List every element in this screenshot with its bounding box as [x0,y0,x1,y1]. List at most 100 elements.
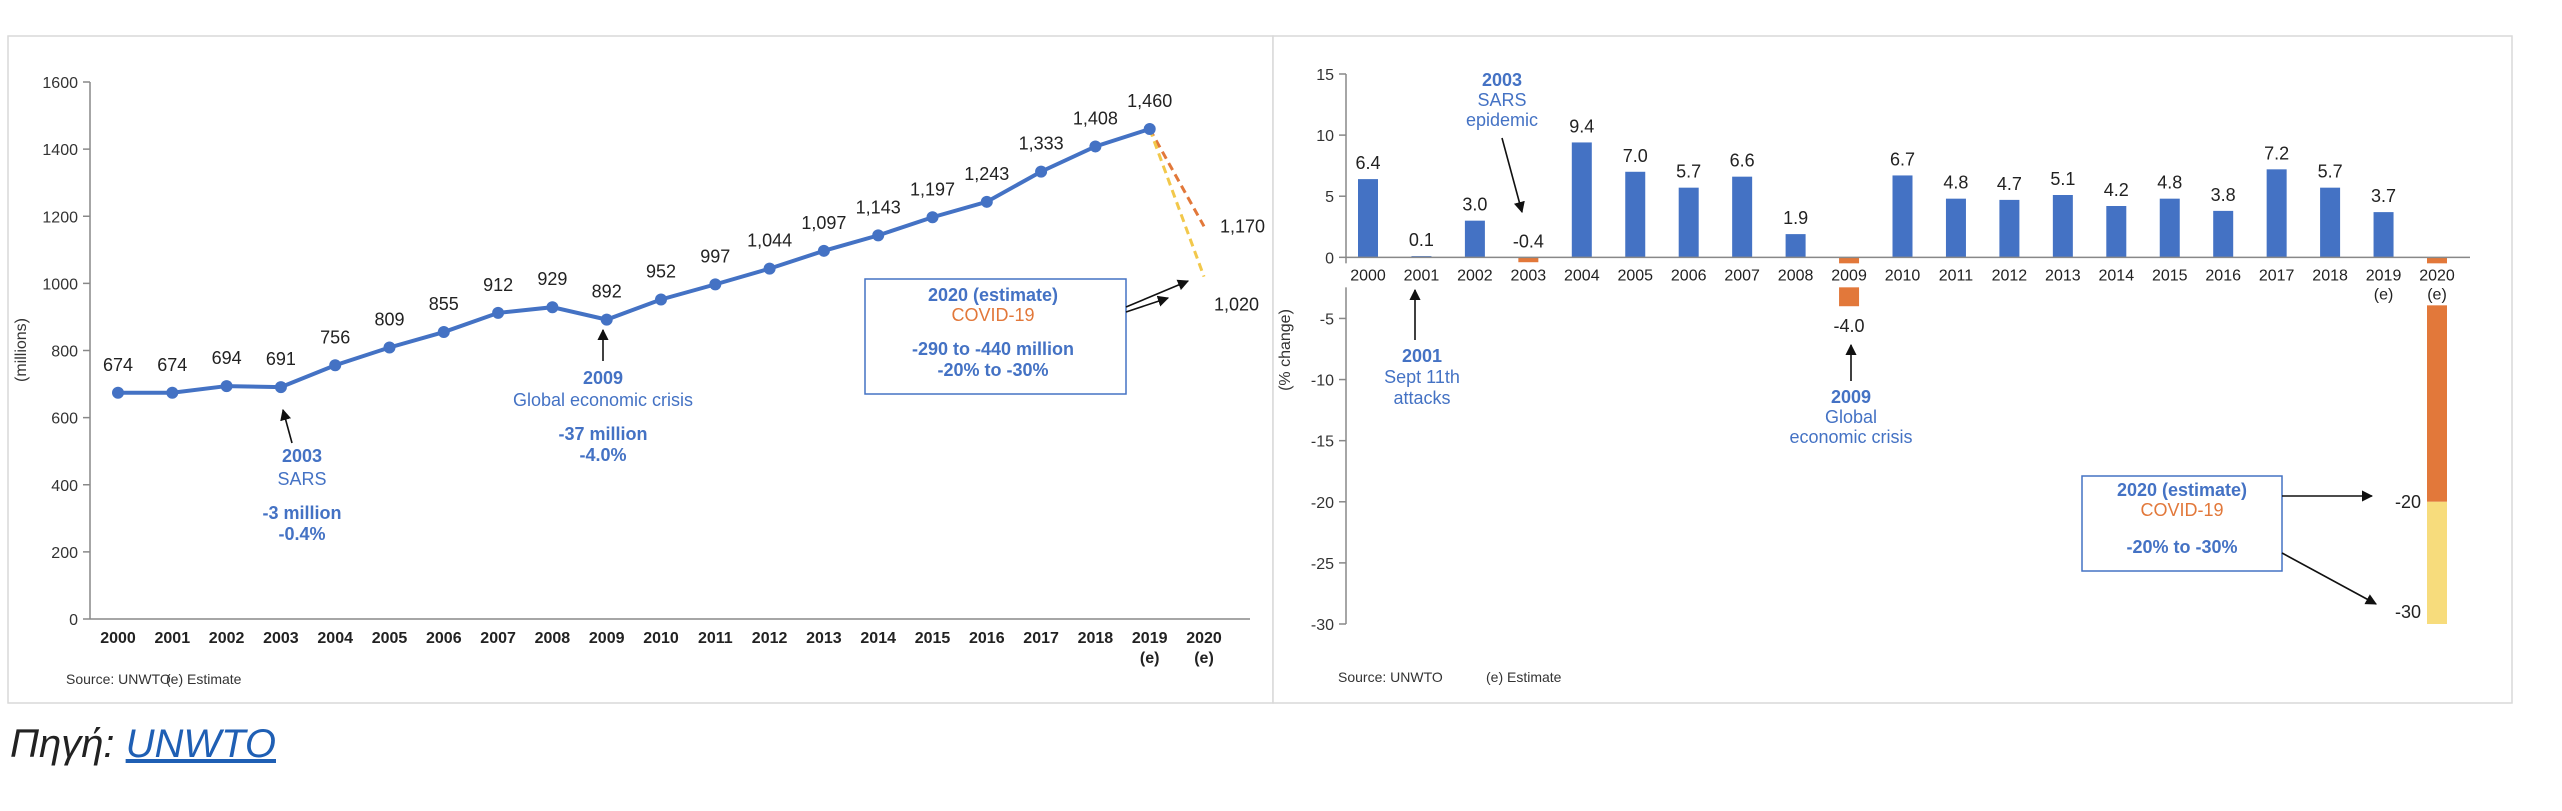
x-tick-label: 2007 [480,630,516,647]
x-tick-label: 2012 [1992,267,2028,284]
value-label: 1.9 [1783,208,1808,228]
point [329,359,342,372]
y-tick-label: 800 [51,344,78,361]
point [600,313,613,326]
bar [1464,220,1485,258]
value-label: 952 [646,261,676,281]
x-tick-label: 2003 [1511,267,1547,284]
bar [2373,212,2394,258]
bar [1625,171,1646,258]
bar [1571,142,1592,258]
annotation: attacks [1393,388,1450,408]
bar [1358,179,1378,258]
x-tick-label: 2020 [2419,267,2455,284]
value-label: -0.4 [1513,231,1544,251]
value-label: 1,333 [1019,134,1064,154]
y-tick-label: 200 [51,545,78,562]
x-tick-label: 2009 [589,630,625,647]
point [220,380,233,393]
x-tick-label: 2014 [2099,267,2135,284]
annotation: economic crisis [1789,427,1912,447]
point [655,293,667,306]
x-tick-label: 2020 [1186,630,1222,647]
label-backdrop [1985,263,2034,288]
arrow [2281,552,2377,605]
annotation: 2001 [1402,346,1442,366]
label-backdrop [2306,263,2355,288]
projection-label: 1,170 [1220,216,1265,236]
x-tick-label: 2009 [1831,267,1867,284]
point [817,244,830,257]
callout-title: 2020 (estimate) [928,285,1058,305]
annotation: Global economic crisis [513,390,693,410]
callout-percent: -20% to -30% [2126,537,2237,557]
y-tick-label: 0 [69,612,78,629]
y-tick-label: 1600 [42,75,78,92]
callout-box [864,278,1127,395]
y-axis-label: (% change) [1277,309,1294,391]
arrow [1501,137,1525,214]
source: Source: UNWTO [1338,669,1443,685]
annotation: SARS [277,469,326,489]
bar [1785,234,1806,258]
point [709,278,722,291]
y-tick-label: -30 [1311,617,1334,634]
annotation: Sept 11th [1384,367,1460,387]
y-tick-label: 1000 [42,276,78,293]
callout-percent: -20% to -30% [937,360,1048,380]
label-backdrop [1664,263,1713,288]
x-tick-label: 2018 [2312,267,2348,284]
source: Source: UNWTO [66,671,171,687]
bar [1999,199,2020,258]
bar [2106,206,2127,258]
label-backdrop [1397,263,1446,288]
x-tick-label: 2002 [1457,267,1493,284]
label-backdrop [1771,263,1820,288]
value-label: 3.8 [2211,185,2236,205]
value-label: 674 [103,355,133,375]
y-tick-label: 600 [51,411,78,428]
value-label: 5.7 [2318,162,2343,182]
value-label: 1,044 [747,231,792,251]
annotation: 2003 [1482,70,1522,90]
bar [2052,195,2073,258]
label-backdrop [1504,263,1553,288]
x-tick-note: (e) [2427,286,2447,303]
annotation: Global [1825,407,1877,427]
point [112,386,124,399]
x-tick-label: 2008 [1778,267,1814,284]
point [1089,140,1102,153]
value-label: 809 [374,309,404,329]
value-label: 1,408 [1073,108,1118,128]
y-tick-label: 1400 [42,142,78,159]
label-backdrop [1878,263,1927,288]
point [872,229,885,242]
value-label: -4.0 [1834,316,1865,336]
footer: Πηγή: UNWTO [10,722,276,767]
label-backdrop [2359,263,2408,306]
y-tick-label: -15 [1311,434,1334,451]
label-backdrop [2038,263,2087,288]
bar [2320,187,2341,258]
x-tick-label: 2006 [426,630,462,647]
arrow [1125,295,1170,313]
x-tick-label: 2004 [317,630,353,647]
label-backdrop [1611,263,1660,288]
source-link[interactable]: UNWTO [125,722,276,766]
y-tick-label: -20 [1311,495,1334,512]
point [980,195,993,208]
label-backdrop [1718,263,1767,288]
estimate-label: -20 [2395,492,2421,512]
value-label: 1,097 [801,213,846,233]
x-tick-label: 2017 [1023,630,1059,647]
value-label: 929 [537,269,567,289]
value-label: 1,143 [856,197,901,217]
callout-event: COVID-19 [951,305,1034,325]
x-tick-note: (e) [2374,286,2394,303]
label-backdrop [1825,263,1874,288]
bar [1945,198,1966,258]
value-label: 5.1 [2050,169,2075,189]
annotation: -37 million [558,424,647,444]
annotation: -4.0% [579,445,626,465]
x-tick-label: 2019 [1132,630,1168,647]
